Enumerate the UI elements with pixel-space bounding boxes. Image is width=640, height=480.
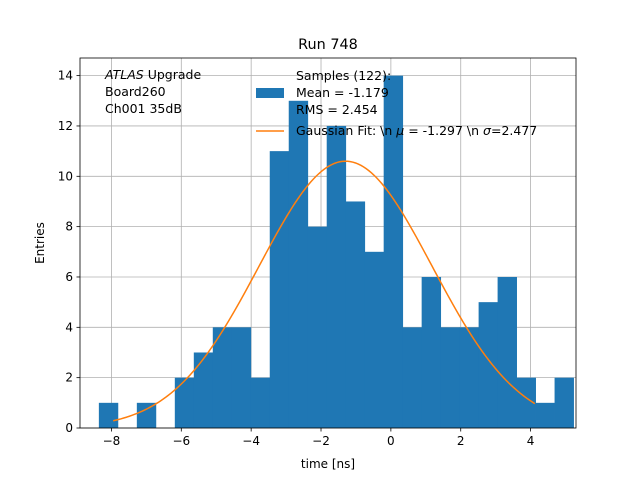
legend-fit-text-b: = -1.297 \n (404, 123, 483, 138)
histogram-bar-17 (421, 276, 442, 428)
x-tick-label-4: 0 (387, 434, 395, 448)
x-tick-label-6: 4 (527, 434, 535, 448)
histogram-bar-12 (326, 125, 347, 429)
x-tick-label-2: −4 (242, 434, 260, 448)
y-tick-label-4: 8 (65, 220, 73, 234)
y-tick-label-7: 14 (58, 69, 73, 83)
x-tick-label-1: −6 (172, 434, 190, 448)
y-axis-label: Entries (33, 222, 47, 264)
legend-fit-label: Gaussian Fit: \n μ = -1.297 \n σ=2.477 (296, 123, 537, 138)
y-tick-label-0: 0 (65, 421, 73, 435)
plot-frame (79, 57, 577, 429)
histogram-bar-24 (554, 377, 574, 428)
y-tick-label-2: 4 (65, 320, 73, 334)
legend-hist-line-3: RMS = 2.454 (296, 102, 378, 117)
axis-ticks: −8 −6 −4 −2 0 2 4 0 2 4 6 8 10 12 14 (58, 69, 535, 448)
histogram-bar-9 (269, 151, 290, 428)
legend-fit-sigma: σ (483, 123, 492, 138)
y-tick-label-6: 12 (58, 119, 73, 133)
x-tick-label-0: −8 (103, 434, 121, 448)
legend-fit-text-c: =2.477 (491, 123, 537, 138)
legend-histogram-swatch (256, 88, 284, 98)
y-tick-label-1: 2 (65, 371, 73, 385)
histogram-bar-8 (250, 377, 271, 428)
histogram-bar-22 (516, 377, 536, 428)
histogram-bar-6 (212, 327, 233, 428)
chart-title: Run 748 (298, 37, 358, 53)
x-tick-label-5: 2 (457, 434, 465, 448)
histogram-bar-13 (345, 201, 366, 428)
atlas-annotation: ATLAS Upgrade Board260 Ch001 35dB (104, 67, 201, 116)
histogram-bar-23 (535, 402, 555, 428)
annotation-atlas: ATLAS (104, 67, 144, 82)
x-tick-label-3: −2 (312, 434, 330, 448)
histogram-bar-19 (459, 327, 480, 428)
x-axis-label: time [ns] (301, 457, 355, 471)
histogram-bar-11 (307, 226, 328, 428)
legend-fit-text-a: Gaussian Fit: \n (296, 123, 396, 138)
y-tick-label-3: 6 (65, 270, 73, 284)
histogram-bar-2 (136, 402, 157, 428)
histogram-bar-0 (98, 402, 119, 428)
histogram-bar-20 (478, 302, 499, 428)
histogram-bar-14 (364, 251, 385, 428)
histogram-bar-10 (288, 100, 309, 428)
histogram-bar-4 (174, 377, 195, 428)
histogram-bar-18 (440, 327, 461, 428)
gaussian-fit-curve (113, 160, 536, 422)
annotation-line-1: ATLAS Upgrade (104, 67, 201, 82)
legend-hist-line-1: Samples (122): (296, 68, 391, 83)
legend: Samples (122): Mean = -1.179 RMS = 2.454… (256, 68, 537, 138)
histogram-bar-5 (193, 352, 214, 428)
histogram-bar-7 (231, 327, 252, 428)
annotation-line-3: Ch001 35dB (105, 101, 182, 116)
histogram-bar-16 (402, 327, 423, 428)
legend-hist-line-2: Mean = -1.179 (296, 85, 389, 100)
annotation-line-2: Board260 (105, 84, 166, 99)
y-tick-label-5: 10 (58, 169, 73, 183)
histogram-bar-21 (497, 276, 517, 428)
histogram-bar-15 (383, 75, 404, 428)
annotation-upgrade: Upgrade (144, 67, 202, 82)
legend-fit-mu: μ (395, 123, 404, 138)
